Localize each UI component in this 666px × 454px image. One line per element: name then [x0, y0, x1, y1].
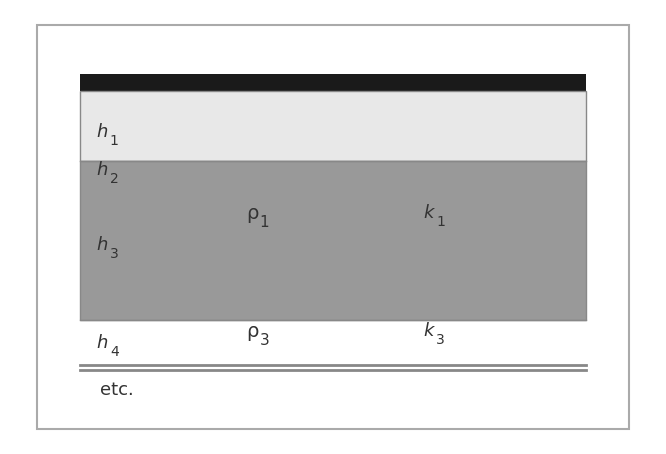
Text: k: k [423, 204, 434, 222]
Text: 3: 3 [110, 247, 119, 261]
Text: 3: 3 [436, 334, 445, 347]
Text: 4: 4 [110, 345, 119, 359]
Text: 1: 1 [436, 216, 445, 229]
Text: 1: 1 [260, 215, 269, 230]
Text: 1: 1 [110, 134, 119, 148]
Text: h: h [97, 161, 108, 179]
Text: h: h [97, 334, 108, 352]
Text: etc.: etc. [100, 381, 134, 400]
Text: 3: 3 [260, 333, 270, 348]
Bar [37, 25, 629, 429]
Text: ρ: ρ [246, 204, 259, 223]
Bar [80, 91, 586, 161]
Text: h: h [97, 123, 108, 141]
Text: k: k [423, 322, 434, 340]
Bar [80, 161, 586, 320]
Text: ρ: ρ [246, 322, 259, 341]
Bar [80, 74, 586, 91]
Text: 2: 2 [110, 173, 119, 186]
Text: h: h [97, 236, 108, 254]
